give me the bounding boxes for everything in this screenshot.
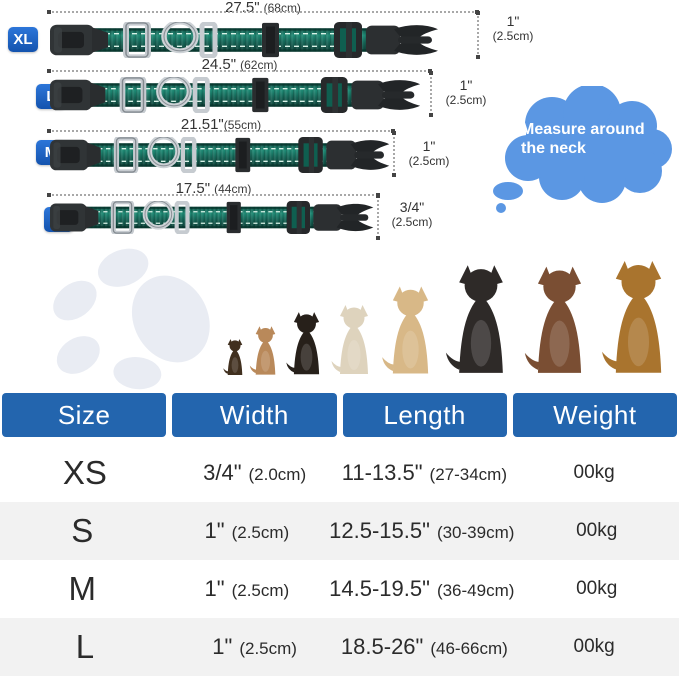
length-dimension-label-m: 21.51"(55cm) xyxy=(180,116,262,133)
cell-weight: 00kg xyxy=(573,636,615,657)
cell-weight: 00kg xyxy=(576,520,618,541)
cell-width: 1" (2.5cm) xyxy=(204,576,290,601)
cell-weight: 00kg xyxy=(576,578,618,599)
size-table-header: Size Width Length Weight xyxy=(0,393,679,437)
width-dimension-label-m: 1" (2.5cm) xyxy=(408,138,450,169)
dog-size-lineup xyxy=(222,228,679,376)
size-table-body: XS 3/4" (2.0cm) 11-13.5" (27-34cm) 00kg S … xyxy=(0,444,679,676)
dog-silhouette-6 xyxy=(446,265,504,373)
cell-length: 18.5-26" (46-66cm) xyxy=(340,634,508,659)
dog-silhouette-1 xyxy=(223,339,243,375)
collar-graphic-l xyxy=(50,77,422,113)
thought-bubble-icon xyxy=(493,86,672,213)
length-dimension-label-l: 24.5" (62cm) xyxy=(201,56,278,73)
cell-width: 1" (2.5cm) xyxy=(204,518,290,543)
dog-silhouette-7 xyxy=(524,266,581,373)
cell-length: 11-13.5" (27-34cm) xyxy=(341,460,507,485)
cell-length: 12.5-15.5" (30-39cm) xyxy=(329,518,515,543)
table-row-l: L 1" (2.5cm) 18.5-26" (46-66cm) 00kg xyxy=(0,618,679,676)
collar-graphic-xl xyxy=(50,22,440,58)
length-dimension-line-xl xyxy=(47,10,479,14)
width-dimension-line-l xyxy=(429,71,433,117)
cell-weight: 00kg xyxy=(573,462,615,483)
header-length: Length xyxy=(342,393,507,437)
cell-size: M xyxy=(68,570,97,607)
table-row-xs: XS 3/4" (2.0cm) 11-13.5" (27-34cm) 00kg xyxy=(0,444,679,502)
cell-length: 14.5-19.5" (36-49cm) xyxy=(329,576,515,601)
width-dimension-line-s xyxy=(376,194,380,240)
cell-width: 1" (2.5cm) xyxy=(212,634,297,659)
dog-silhouette-4 xyxy=(331,305,368,374)
cell-size: XS xyxy=(62,454,107,491)
dog-silhouette-8 xyxy=(602,260,662,373)
cell-width: 3/4" (2.0cm) xyxy=(203,460,307,485)
length-dimension-line-l xyxy=(47,69,432,73)
thought-bubble-text: Measure around the neck xyxy=(521,121,645,157)
header-width: Width xyxy=(172,393,337,437)
size-badge-xl: XL xyxy=(8,27,38,52)
table-row-m: M 1" (2.5cm) 14.5-19.5" (36-49cm) 00kg xyxy=(0,560,679,618)
cell-size: L xyxy=(75,628,95,665)
cell-size: S xyxy=(71,512,94,549)
dog-silhouette-2 xyxy=(250,326,276,375)
width-dimension-label-xl: 1" (2.5cm) xyxy=(492,13,534,44)
width-dimension-label-l: 1" (2.5cm) xyxy=(445,77,487,108)
length-dimension-line-s xyxy=(47,193,380,197)
length-dimension-label-xl: 27.5" (68cm) xyxy=(225,0,301,16)
header-weight: Weight xyxy=(512,393,677,437)
dog-silhouette-5 xyxy=(382,286,429,374)
width-dimension-line-xl xyxy=(476,11,480,59)
length-dimension-line-m xyxy=(47,129,395,133)
width-dimension-line-m xyxy=(392,131,396,177)
length-dimension-label-s: 17.5" (44cm) xyxy=(175,180,252,197)
collar-graphic-m xyxy=(50,137,391,173)
table-row-s: S 1" (2.5cm) 12.5-15.5" (30-39cm) 00kg xyxy=(0,502,679,560)
dog-silhouette-3 xyxy=(285,312,319,375)
width-dimension-label-s: 3/4" (2.5cm) xyxy=(391,199,433,230)
header-size: Size xyxy=(2,393,167,437)
paw-print-icon xyxy=(53,248,210,390)
